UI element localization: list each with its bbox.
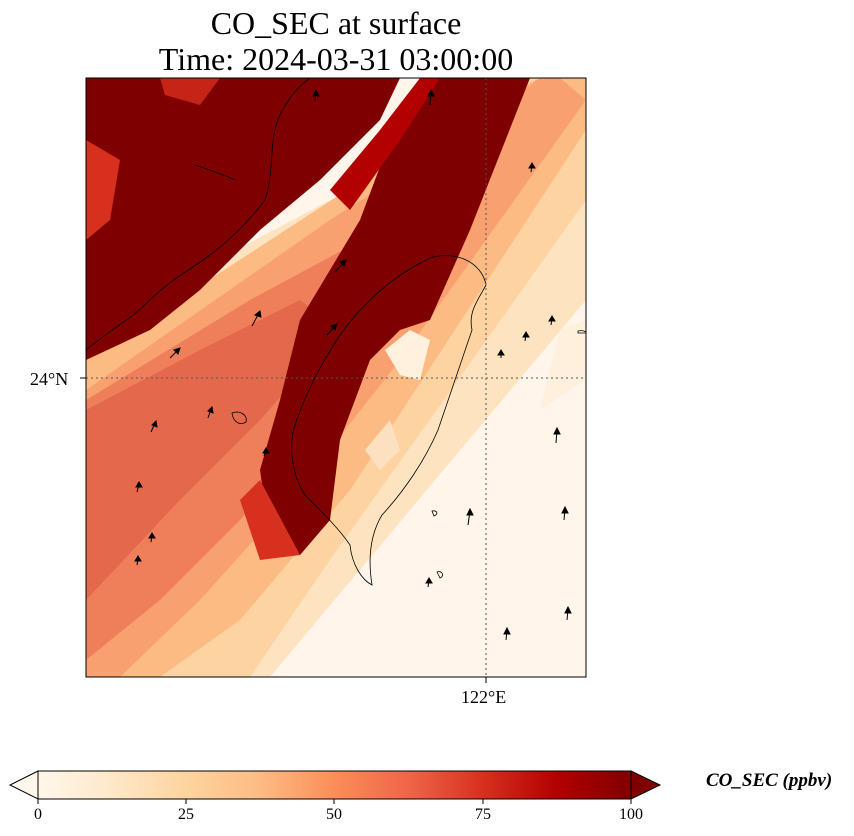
colorbar-tick-label: 50 — [326, 806, 342, 823]
colorbar — [8, 770, 662, 804]
colorbar-tick-label: 100 — [619, 806, 643, 823]
gridlines — [86, 78, 586, 677]
wind-vectors — [134, 88, 572, 641]
colorbar-gradient — [37, 770, 632, 800]
colorbar-tick-label: 75 — [475, 806, 491, 823]
colorbar-label: CO_SEC (ppbv) — [706, 770, 833, 791]
colorbar-tick-label: 25 — [178, 806, 194, 823]
colorbar-tick-label: 0 — [34, 806, 42, 823]
colorbar-max-extend — [630, 770, 662, 800]
plot-title: CO_SEC at surface — [210, 5, 462, 41]
coastlines — [86, 78, 586, 586]
lon-label-122e: 122°E — [461, 687, 507, 707]
map-frame — [85, 77, 587, 678]
colorbar-min-extend — [8, 770, 39, 800]
plot-subtitle-time: Time: 2024-03-31 03:00:00 — [158, 41, 514, 77]
lat-label-24n: 24°N — [30, 369, 69, 389]
